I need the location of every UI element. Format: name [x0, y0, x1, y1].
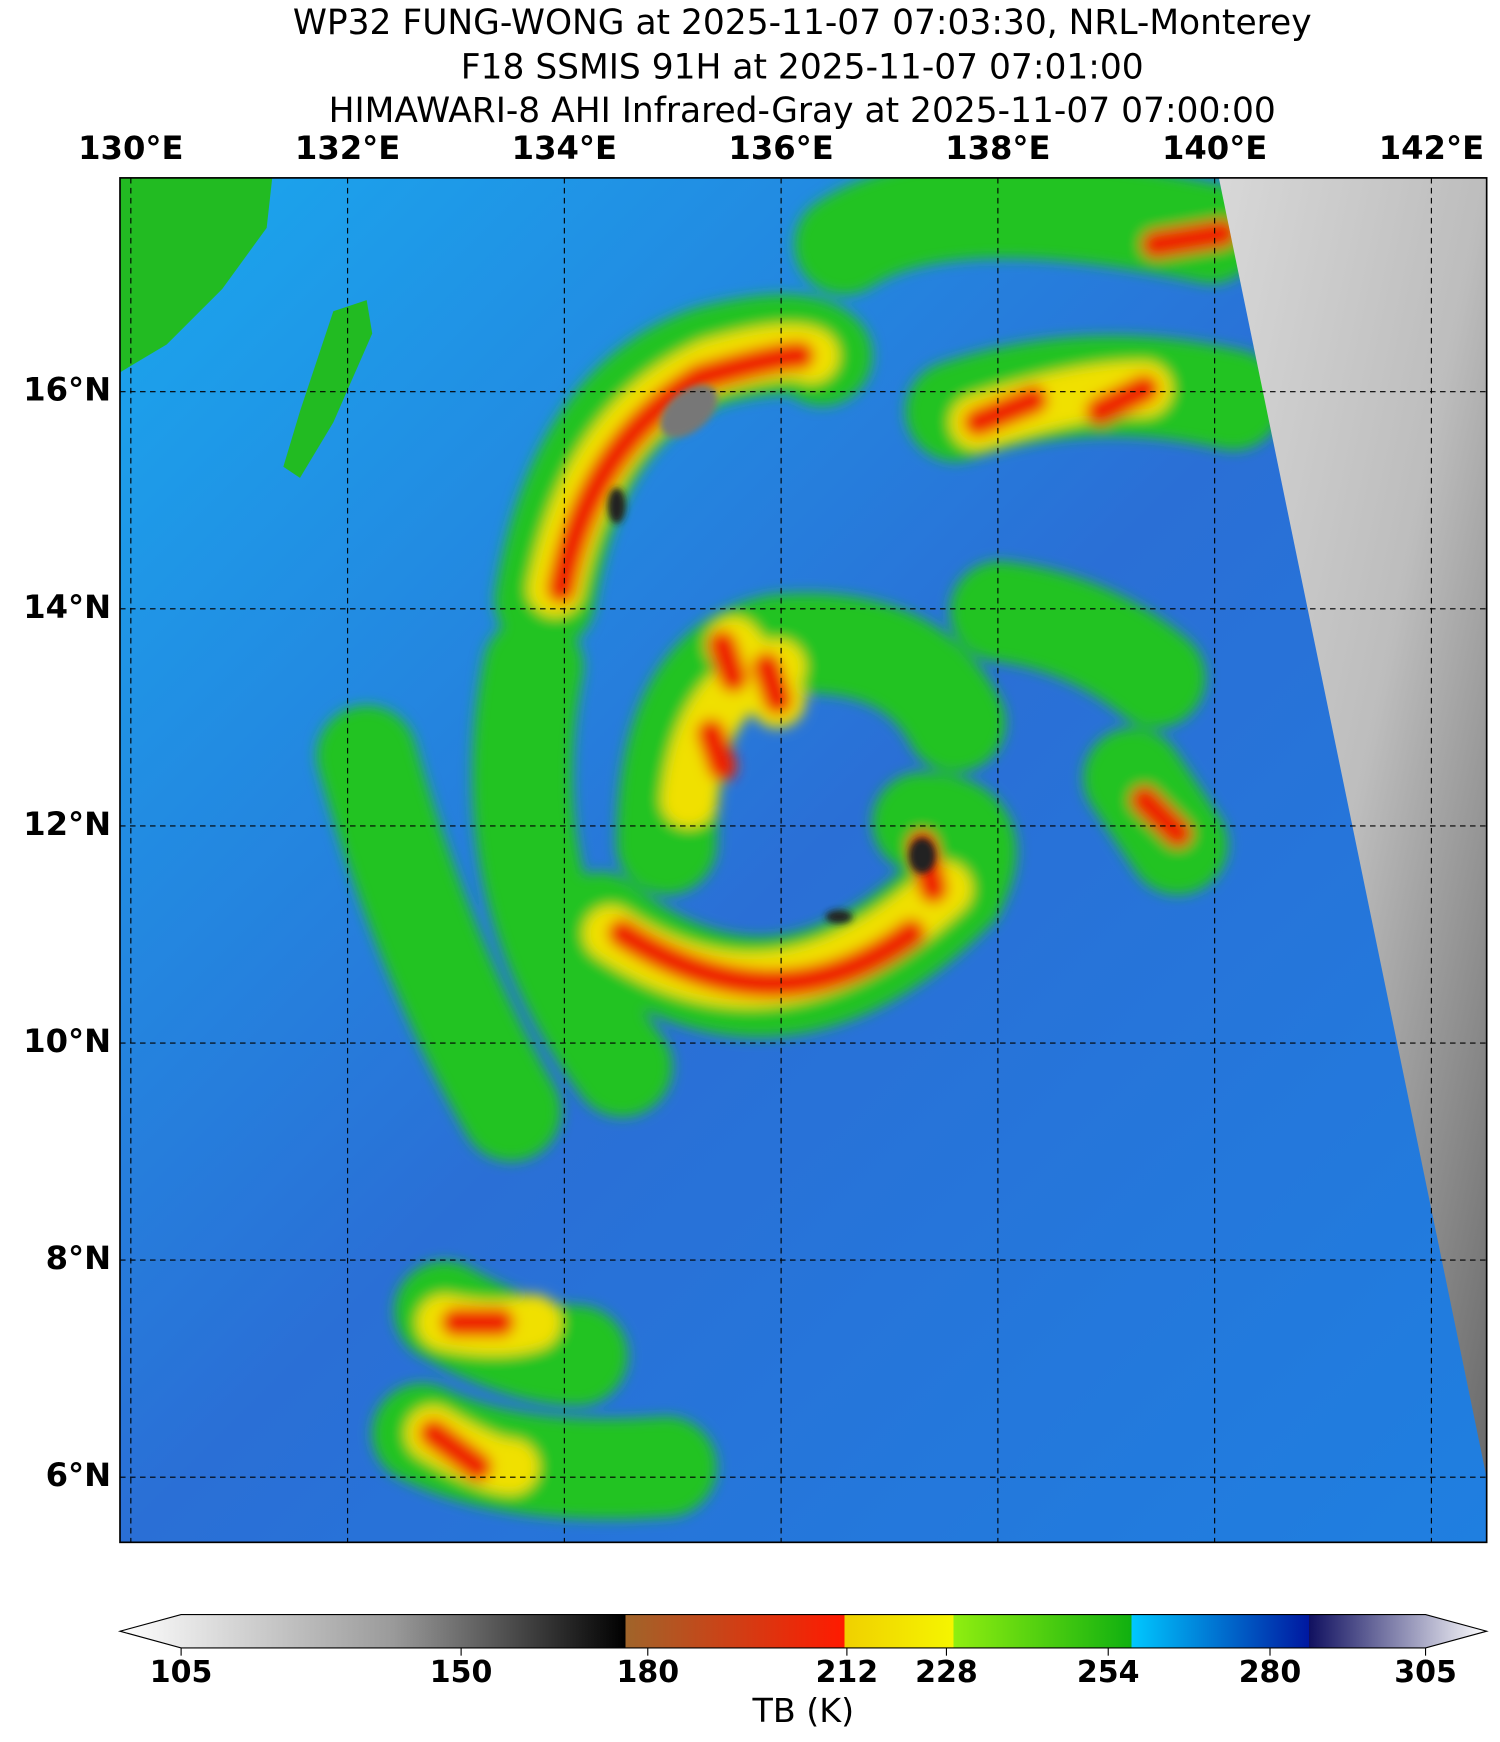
colorbar-tick-label: 150 [430, 1655, 493, 1690]
colorbar-tick-label: 305 [1394, 1655, 1457, 1690]
lat-tick-label: 6°N [46, 1456, 112, 1494]
title-line: HIMAWARI-8 AHI Infrared-Gray at 2025-11-… [329, 91, 1276, 131]
map-frame [119, 177, 1488, 1544]
colorbar-tick-label: 105 [150, 1655, 213, 1690]
lat-tick-label: 12°N [23, 805, 111, 843]
imagery [120, 177, 1487, 1543]
lon-tick-label: 132°E [295, 129, 400, 167]
lat-tick-label: 8°N [46, 1239, 112, 1277]
lon-tick-label: 130°E [78, 129, 183, 167]
colorbar-tick-label: 212 [816, 1655, 879, 1690]
title-line: F18 SSMIS 91H at 2025-11-07 07:01:00 [461, 48, 1144, 88]
colorbar [117, 1614, 1489, 1649]
title-line: WP32 FUNG-WONG at 2025-11-07 07:03:30, N… [293, 3, 1312, 43]
lat-tick-label: 14°N [23, 588, 111, 626]
colorbar-tick-label: 180 [616, 1655, 679, 1690]
lon-tick-label: 134°E [512, 129, 617, 167]
colorbar-tick-label: 254 [1077, 1655, 1140, 1690]
lon-tick-label: 140°E [1162, 129, 1267, 167]
lon-tick-label: 136°E [728, 129, 833, 167]
colorbar-label: TB (K) [751, 1691, 854, 1730]
lon-tick-label: 138°E [945, 129, 1050, 167]
lat-tick-label: 16°N [23, 371, 111, 409]
lat-tick-label: 10°N [23, 1022, 111, 1060]
colorbar-tick-label: 228 [915, 1655, 978, 1690]
lon-tick-label: 142°E [1379, 129, 1484, 167]
colorbar-tick-label: 280 [1239, 1655, 1302, 1690]
